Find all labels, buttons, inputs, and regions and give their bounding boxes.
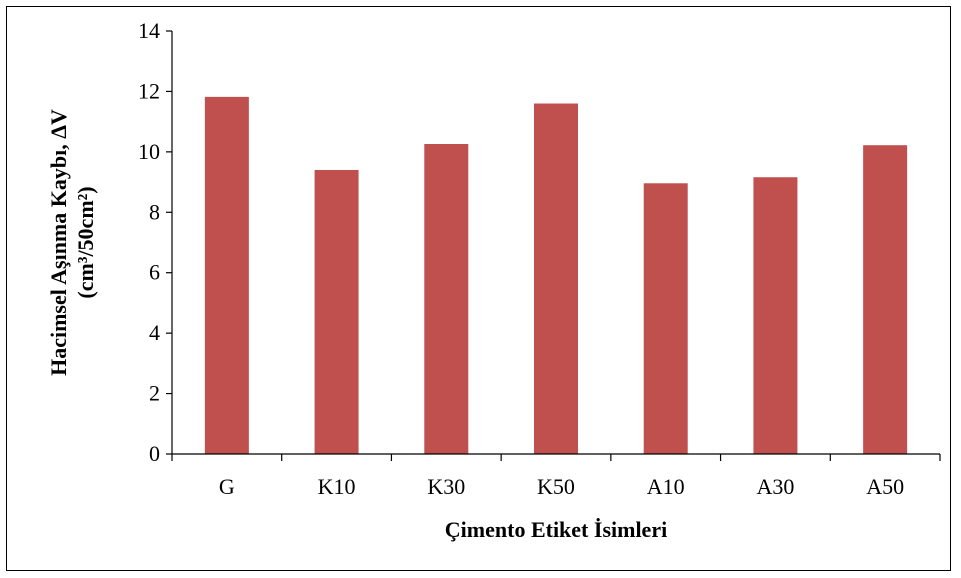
x-tick-label-g: G	[219, 474, 235, 499]
x-tick-label-a10: A10	[647, 474, 685, 499]
y-axis-title-line1: Hacimsel Aşınma Kaybı, ΔV	[46, 109, 71, 376]
x-tick-label-k10: K10	[318, 474, 356, 499]
y-tick-label-2: 2	[149, 381, 160, 406]
labels-layer: G K10 K30 K50 A10 A30 A50 0 2 4 6 8 10 12 14	[138, 18, 904, 499]
bar-a50	[863, 145, 908, 454]
y-tick-label-6: 6	[149, 260, 160, 285]
x-tick-label-a50: A50	[866, 474, 904, 499]
bar-a30	[753, 177, 798, 455]
x-tick-label-a30: A30	[756, 474, 794, 499]
x-axis-title: Çimento Etiket İsimleri	[445, 517, 667, 542]
y-tick-label-8: 8	[149, 199, 160, 224]
bars-layer	[204, 96, 908, 455]
y-tick-label-0: 0	[149, 441, 160, 466]
y-axis-title-line2: (cm³/50cm²)	[73, 186, 98, 298]
x-tick-label-k50: K50	[537, 474, 575, 499]
y-tick-label-12: 12	[138, 78, 160, 103]
y-tick-label-14: 14	[138, 18, 160, 43]
bar-k10	[314, 169, 359, 455]
bar-k50	[534, 103, 578, 454]
x-tick-label-k30: K30	[427, 474, 465, 499]
y-tick-label-4: 4	[149, 320, 160, 345]
y-tick-label-10: 10	[138, 139, 160, 164]
axes-layer	[166, 30, 941, 461]
bar-a10	[643, 183, 688, 454]
bar-k30	[424, 144, 469, 454]
bar-g	[204, 96, 249, 455]
